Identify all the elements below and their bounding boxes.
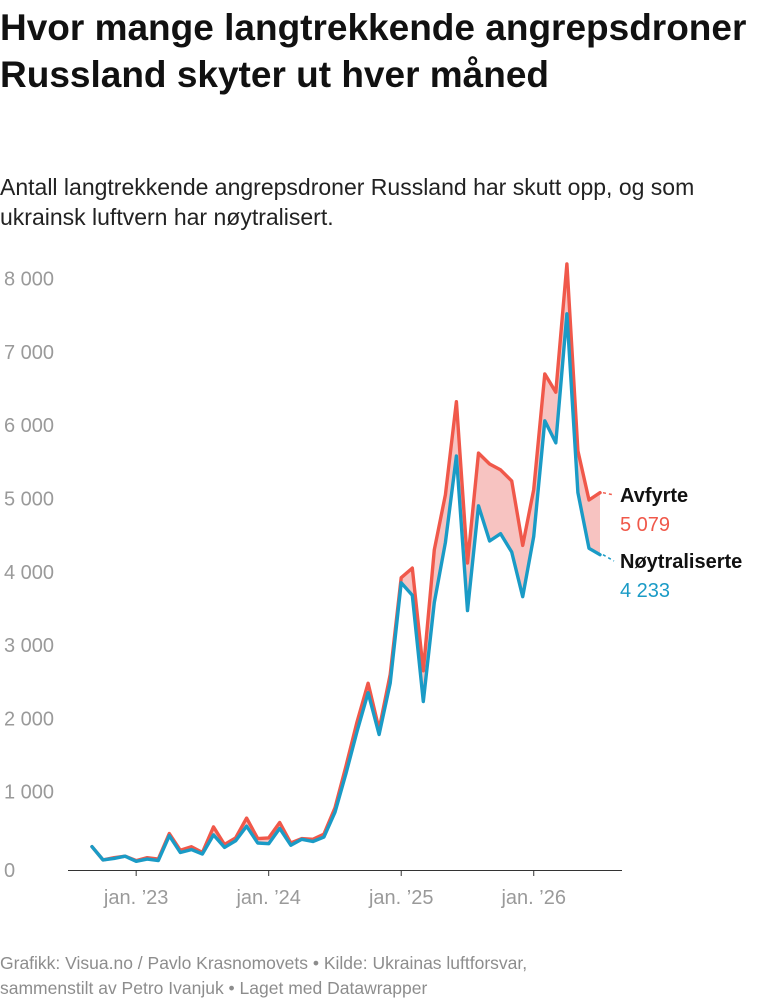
y-tick-label: 3 000 xyxy=(4,635,54,657)
chart-subtitle: Antall langtrekkende angrepsdroner Russl… xyxy=(0,174,695,230)
x-tick-label: jan. ’25 xyxy=(368,887,434,909)
footer-credit-line-2: sammenstilt av Petro Ivanjuk • Laget med… xyxy=(0,978,428,998)
line-chart: 0 1 000 2 000 3 000 4 000 5 000 6 000 7 000 8 00… xyxy=(4,262,742,909)
footer: Grafikk: Visua.no / Pavlo Krasnomovets •… xyxy=(0,951,755,1001)
series-line-neutralized xyxy=(90,312,602,863)
y-tick-label: 4 000 xyxy=(4,562,54,584)
y-tick-label: 6 000 xyxy=(4,415,54,437)
x-axis: jan. ’23 jan. ’24 jan. ’25 jan. ’26 xyxy=(103,870,566,909)
y-tick-label: 7 000 xyxy=(4,342,54,364)
x-tick-label: jan. ’26 xyxy=(500,887,566,909)
y-axis: 0 1 000 2 000 3 000 4 000 5 000 6 000 7 000 8 00… xyxy=(4,269,54,882)
label-launched-value: 5 079 xyxy=(620,514,670,536)
x-tick-label: jan. ’24 xyxy=(235,887,301,909)
y-tick-label: 0 xyxy=(4,860,15,882)
y-tick-label: 2 000 xyxy=(4,708,54,730)
end-labels: Avfyrte 5 079 Nøytraliserte 4 233 xyxy=(602,485,742,602)
footer-credit-line-1: Grafikk: Visua.no / Pavlo Krasnomovets •… xyxy=(0,953,528,973)
end-label-connector xyxy=(602,554,615,562)
label-neutralized-name: Nøytraliserte xyxy=(620,551,742,573)
chart-title: Hvor mange langtrekkende angrepsdroner R… xyxy=(0,7,747,95)
series-lines xyxy=(90,262,602,863)
y-tick-label: 8 000 xyxy=(4,269,54,291)
y-tick-label: 5 000 xyxy=(4,489,54,511)
end-label-connector xyxy=(602,491,615,496)
label-neutralized-value: 4 233 xyxy=(620,580,670,602)
x-tick-label: jan. ’23 xyxy=(103,887,169,909)
y-tick-label: 1 000 xyxy=(4,782,54,804)
label-launched-name: Avfyrte xyxy=(620,485,688,507)
